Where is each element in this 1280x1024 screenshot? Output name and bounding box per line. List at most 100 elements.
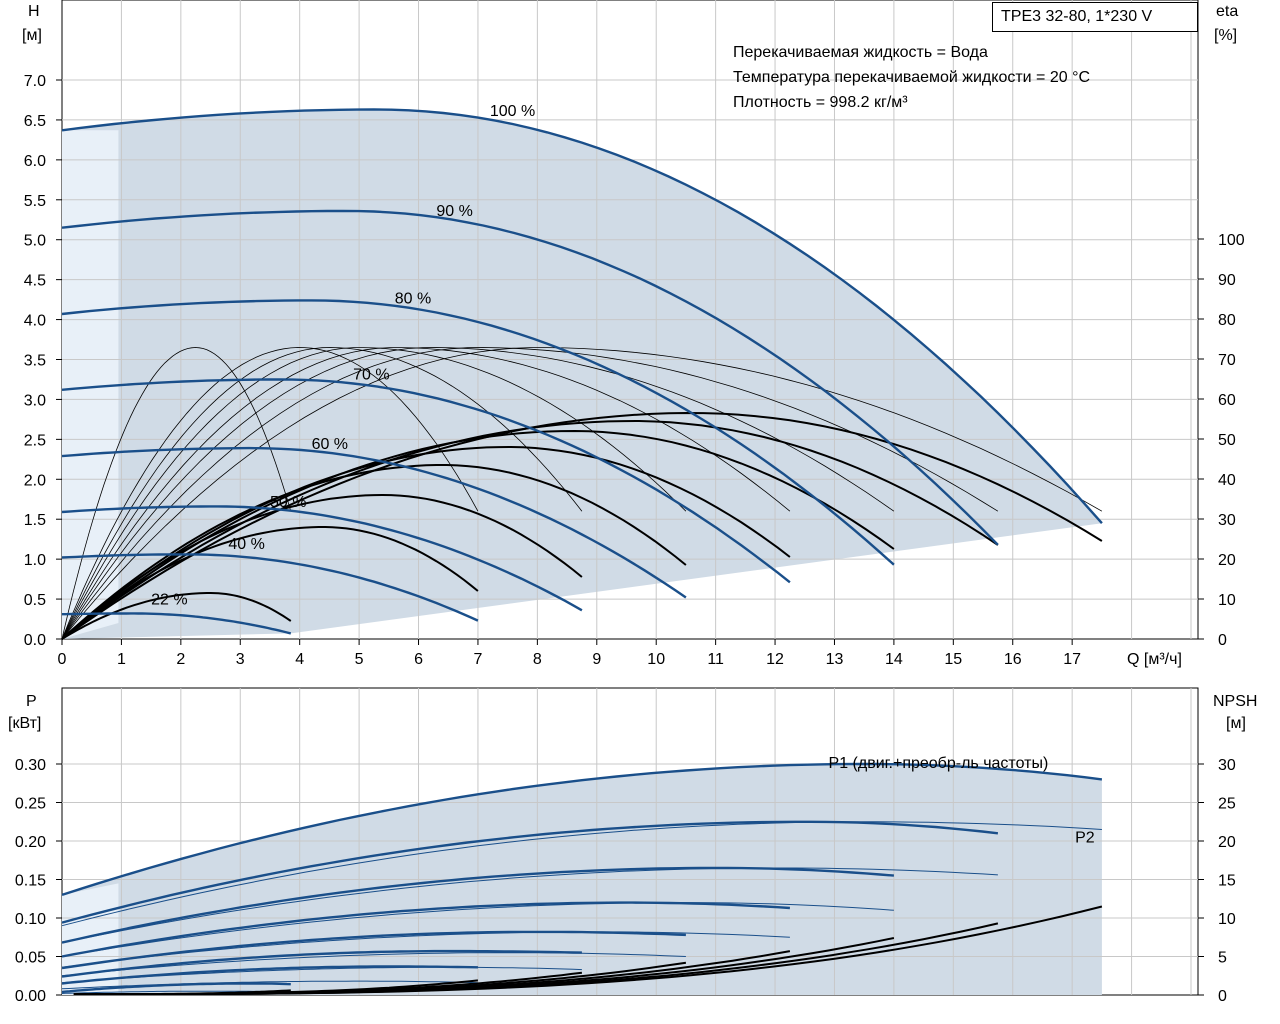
speed-label: 100 %	[490, 103, 535, 120]
x-axis-label: Q [м³/ч]	[1127, 651, 1182, 668]
p-tick-label: 0.15	[15, 873, 46, 890]
x-tick-label: 14	[885, 651, 903, 668]
iso-eta-curve	[61, 347, 292, 640]
iso-eta-curve	[61, 347, 791, 640]
p1-curve	[61, 866, 894, 944]
power-series-label: P2	[1075, 830, 1095, 847]
y-tick-label: 3.0	[24, 392, 46, 409]
p-tick-label: 0.30	[15, 757, 46, 774]
eta-tick-label: 50	[1218, 432, 1236, 449]
eta-axis-label: eta	[1216, 3, 1238, 20]
npsh-curve	[73, 989, 291, 996]
y-tick-label: 7.0	[24, 73, 46, 90]
y-tick-label: 5.0	[24, 233, 46, 250]
iso-eta-curve	[61, 347, 479, 640]
eta-tick-label: 10	[1218, 592, 1236, 609]
x-tick-label: 8	[533, 651, 542, 668]
speed-label: 50 %	[270, 494, 306, 511]
power-series-label: P1 (двиг.+преобр-ль частоты)	[829, 755, 1049, 772]
chart-title: TPE3 32-80, 1*230 V	[992, 2, 1198, 32]
p2-curve	[61, 902, 894, 957]
operating-area	[62, 109, 1102, 639]
p-tick-label: 0.10	[15, 911, 46, 928]
npsh-tick-label: 15	[1218, 873, 1236, 890]
speed-label: 80 %	[395, 291, 431, 308]
eta-curve	[61, 464, 687, 640]
eta-tick-label: 30	[1218, 512, 1236, 529]
x-tick-label: 12	[766, 651, 784, 668]
head-curve	[61, 299, 895, 566]
speed-label: 60 %	[312, 436, 348, 453]
speed-label: 40 %	[228, 536, 264, 553]
p1-curve	[61, 762, 1103, 897]
speed-label: 22 %	[151, 592, 187, 609]
p2-curve	[61, 867, 998, 944]
iso-eta-curve	[61, 347, 583, 640]
x-tick-label: 11	[707, 651, 724, 668]
npsh-axis-unit: [м]	[1226, 715, 1246, 732]
x-tick-label: 0	[58, 651, 67, 668]
npsh-tick-label: 30	[1218, 757, 1236, 774]
eta-curve	[61, 411, 1103, 640]
speed-label: 70 %	[353, 366, 389, 383]
info-line: Плотность = 998.2 кг/м³	[733, 94, 908, 111]
y-axis-unit: [м]	[22, 27, 42, 44]
eta-axis-unit: [%]	[1214, 27, 1237, 44]
y-tick-label: 6.5	[24, 113, 46, 130]
x-tick-label: 6	[414, 651, 423, 668]
eta-curve	[61, 493, 583, 640]
p1-curve	[61, 901, 790, 958]
x-tick-label: 15	[944, 651, 962, 668]
p-tick-label: 0.05	[15, 950, 46, 967]
x-tick-label: 3	[236, 651, 245, 668]
eta-curve	[61, 445, 791, 640]
iso-eta-curve	[61, 347, 895, 640]
y-tick-label: 1.0	[24, 552, 46, 569]
npsh-axis-label: NPSH	[1213, 693, 1257, 710]
p1-curve	[61, 930, 686, 970]
p1-curve	[61, 965, 478, 985]
eta-curve	[61, 526, 479, 640]
head-curve	[61, 378, 791, 584]
x-tick-label: 5	[355, 651, 364, 668]
p-tick-label: 0.00	[15, 988, 46, 1005]
y-tick-label: 0.0	[24, 632, 46, 649]
x-tick-label: 4	[295, 651, 304, 668]
npsh-tick-label: 0	[1218, 988, 1227, 1005]
p2-curve	[61, 952, 686, 977]
y-tick-label: 0.5	[24, 592, 46, 609]
info-line: Температура перекачиваемой жидкости = 20…	[733, 69, 1090, 86]
eta-tick-label: 90	[1218, 272, 1236, 289]
head-curve	[61, 446, 687, 599]
iso-eta-curve	[61, 347, 999, 640]
eta-tick-label: 60	[1218, 392, 1236, 409]
y-tick-label: 6.0	[24, 153, 46, 170]
x-tick-label: 16	[1004, 651, 1022, 668]
npsh-tick-label: 10	[1218, 911, 1236, 928]
x-tick-label: 9	[592, 651, 601, 668]
npsh-tick-label: 25	[1218, 796, 1236, 813]
info-line: Перекачиваемая жидкость = Вода	[733, 44, 988, 61]
eta-tick-label: 0	[1218, 632, 1227, 649]
head-curve	[61, 108, 1103, 524]
speed-label: 90 %	[436, 203, 472, 220]
p1-curve	[61, 949, 582, 978]
p-tick-label: 0.20	[15, 834, 46, 851]
eta-tick-label: 20	[1218, 552, 1236, 569]
x-tick-label: 7	[473, 651, 482, 668]
npsh-tick-label: 20	[1218, 834, 1236, 851]
head-curve	[61, 505, 583, 612]
p1-curve	[61, 982, 291, 994]
p-axis-label: P	[26, 693, 37, 710]
head-curve	[61, 553, 479, 622]
eta-tick-label: 40	[1218, 472, 1236, 489]
y-tick-label: 2.5	[24, 432, 46, 449]
x-tick-label: 1	[117, 651, 126, 668]
p2-curve	[61, 821, 1102, 927]
x-tick-label: 13	[826, 651, 844, 668]
y-tick-label: 3.5	[24, 353, 46, 370]
iso-eta-curve	[61, 347, 1103, 640]
y-axis-label: H	[28, 3, 40, 20]
